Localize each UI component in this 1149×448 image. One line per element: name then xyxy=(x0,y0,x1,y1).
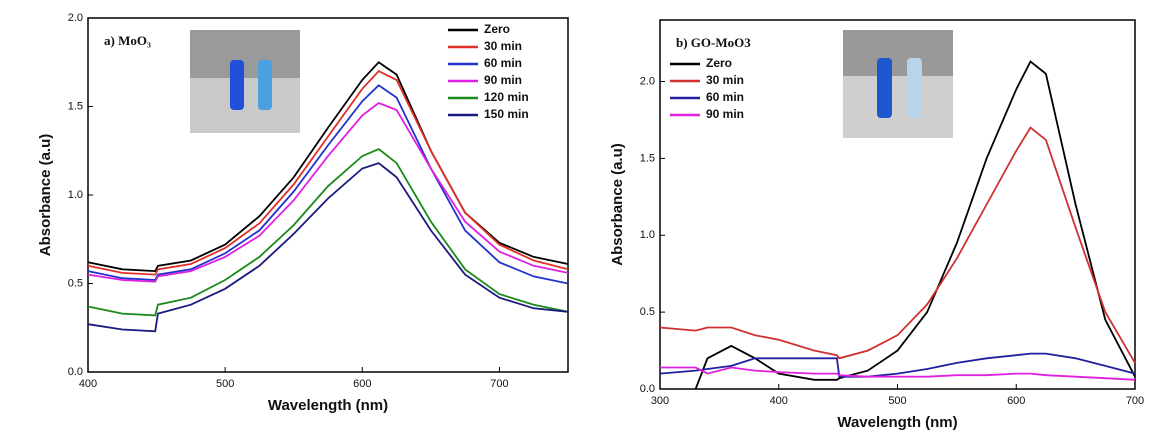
y-tick-label: 1.0 xyxy=(68,189,83,201)
series-line xyxy=(660,366,1136,381)
legend-label: 60 min xyxy=(484,56,522,70)
x-tick-label: 400 xyxy=(770,395,788,407)
series-line xyxy=(87,101,569,283)
y-tick-label: 1.5 xyxy=(68,100,83,112)
x-axis-title: Wavelength (nm) xyxy=(268,397,388,414)
x-tick-label: 400 xyxy=(79,378,97,390)
legend-label: 120 min xyxy=(484,90,529,104)
legend-label: 30 min xyxy=(706,73,744,87)
chart-title: b) GO-MoO3 xyxy=(676,35,751,50)
series-line xyxy=(87,69,569,276)
y-tick-label: 0.0 xyxy=(68,366,83,378)
inset-photo xyxy=(190,30,300,133)
x-tick-label: 500 xyxy=(888,395,906,407)
y-tick-label: 1.5 xyxy=(640,152,655,164)
y-tick-label: 0.5 xyxy=(640,306,655,318)
y-tick-label: 2.0 xyxy=(68,12,83,24)
legend-label: Zero xyxy=(484,22,510,36)
series-line xyxy=(659,352,1136,378)
x-tick-label: 700 xyxy=(1126,395,1144,407)
legend-label: 150 min xyxy=(484,107,529,121)
inset-photo xyxy=(843,30,953,138)
y-tick-label: 2.0 xyxy=(640,75,655,87)
legend-label: Zero xyxy=(706,56,732,70)
x-axis-title: Wavelength (nm) xyxy=(837,414,957,431)
y-axis-title: Absorbance (a.u) xyxy=(609,143,626,266)
x-tick-label: 600 xyxy=(353,378,371,390)
series-line xyxy=(659,126,1136,364)
y-tick-label: 1.0 xyxy=(640,229,655,241)
series-line xyxy=(87,162,569,333)
y-tick-label: 0.5 xyxy=(68,277,83,289)
chart-title: a) MoO₃ xyxy=(104,33,151,48)
x-tick-label: 700 xyxy=(490,378,508,390)
x-tick-label: 500 xyxy=(216,378,234,390)
x-tick-label: 600 xyxy=(1007,395,1025,407)
plot-frame xyxy=(87,17,569,373)
y-axis-title: Absorbance (a.u) xyxy=(37,134,54,257)
series-line xyxy=(87,147,569,317)
y-tick-label: 0.0 xyxy=(640,383,655,395)
x-tick-label: 300 xyxy=(651,395,669,407)
legend-label: 90 min xyxy=(484,73,522,87)
legend-label: 30 min xyxy=(484,39,522,53)
legend-label: 90 min xyxy=(706,107,744,121)
legend-label: 60 min xyxy=(706,90,744,104)
